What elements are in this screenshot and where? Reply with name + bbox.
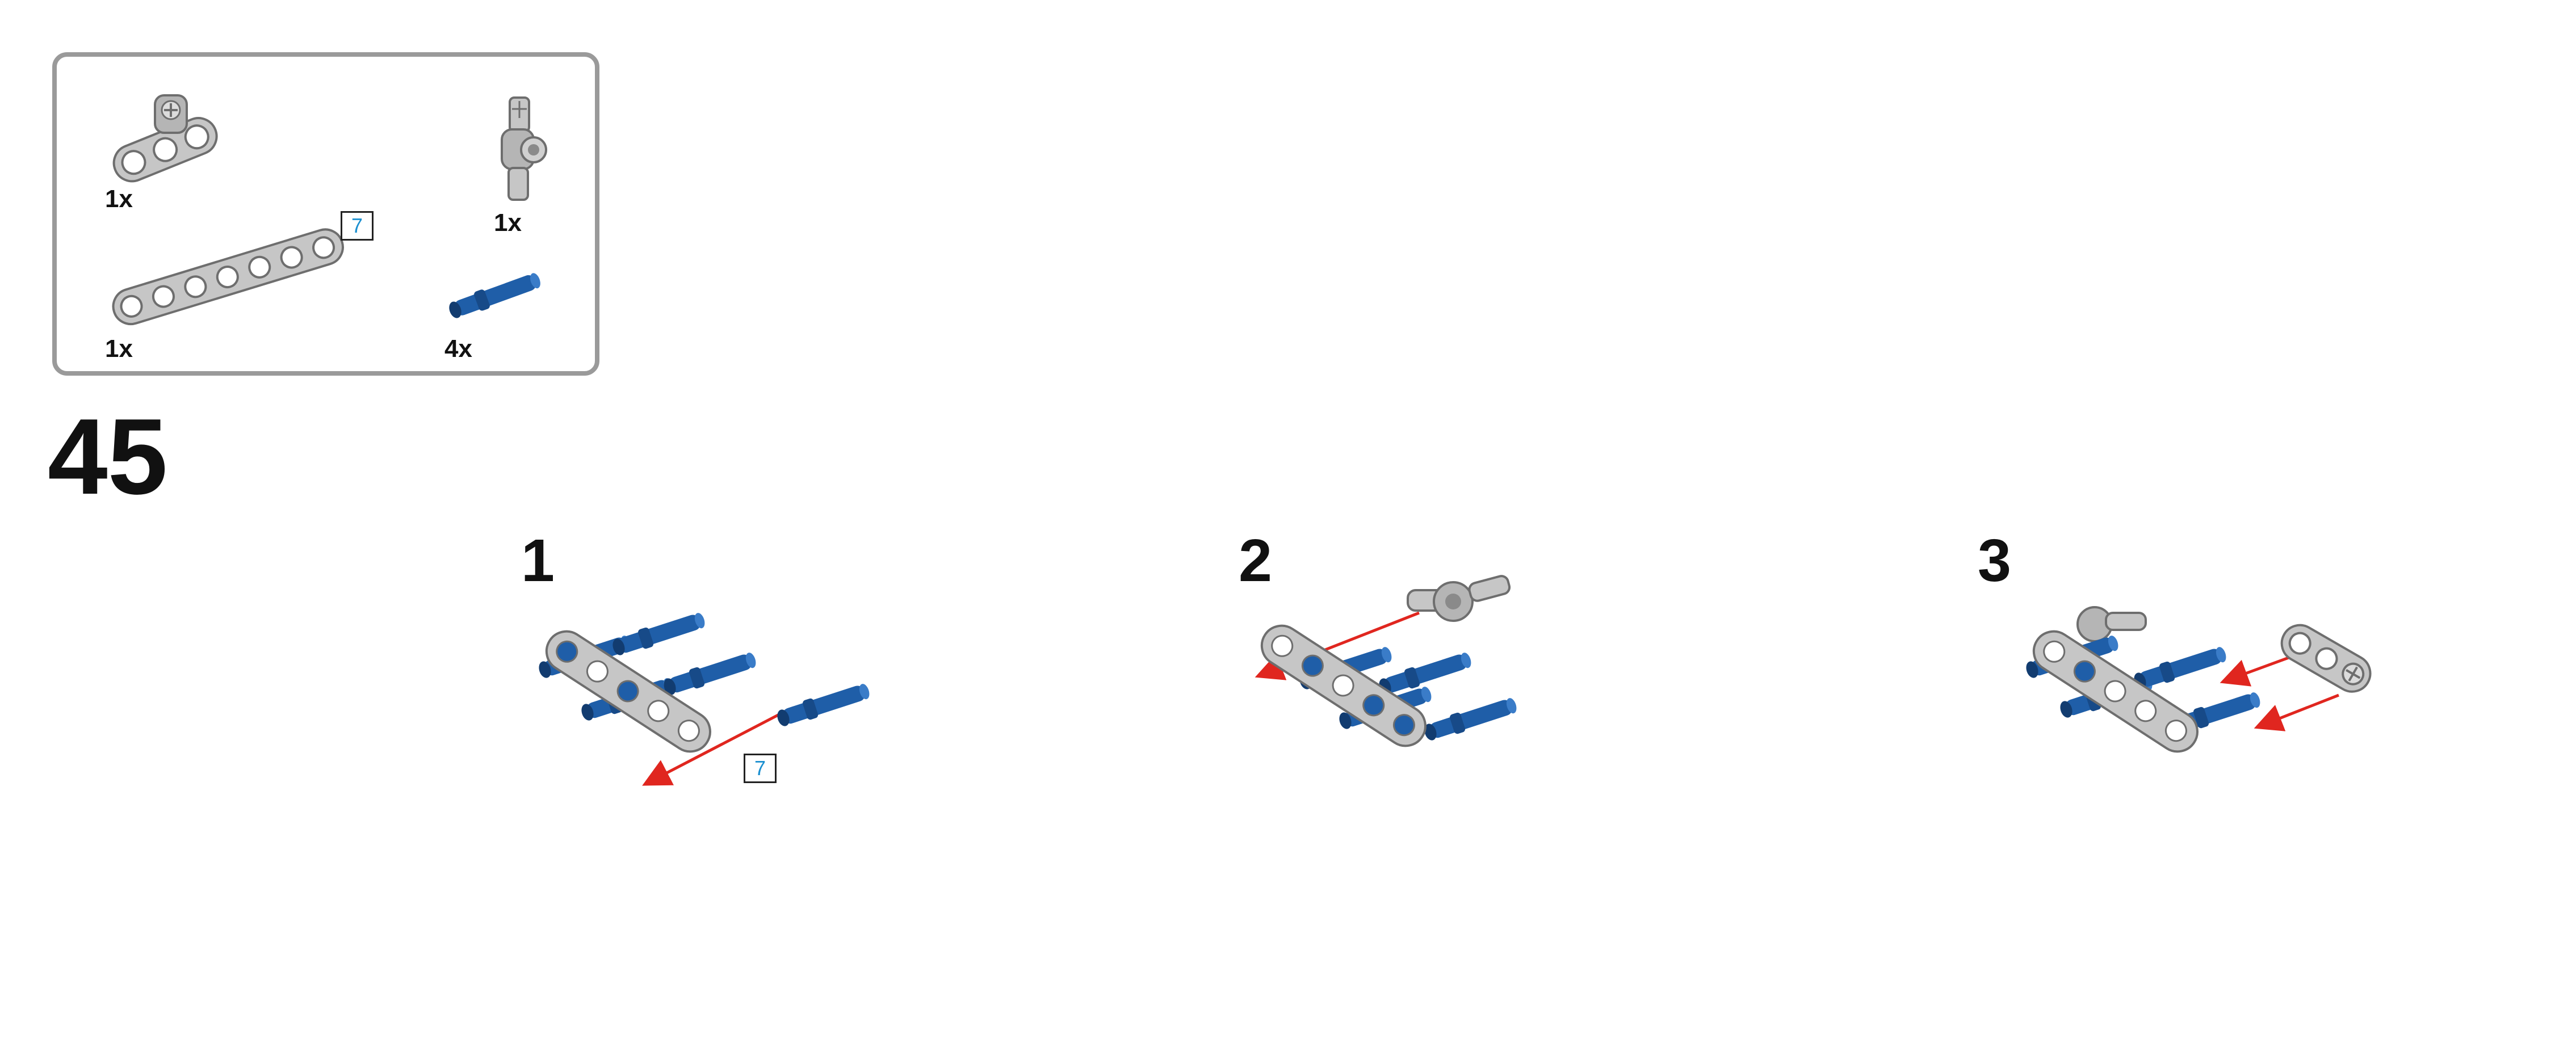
sub-step-number: 2 bbox=[1239, 527, 1272, 594]
blue-pin-icon bbox=[446, 270, 543, 322]
beam-7-icon bbox=[112, 228, 344, 326]
qty-label: 1x bbox=[105, 185, 133, 213]
beam-3-icon bbox=[112, 94, 218, 183]
sub-step-3-assembly bbox=[2023, 606, 2372, 753]
sub-step-1-assembly bbox=[536, 609, 872, 786]
qty-label: 1x bbox=[494, 209, 522, 237]
sub-step-number: 1 bbox=[521, 527, 555, 594]
length-tag: 7 bbox=[744, 754, 777, 783]
sub-step-number: 3 bbox=[1978, 527, 2011, 594]
qty-label: 1x bbox=[105, 335, 133, 363]
axle-pin-connector-icon bbox=[501, 96, 547, 201]
main-step-number: 45 bbox=[48, 397, 168, 517]
sub-step-2-assembly bbox=[1255, 575, 1519, 747]
length-tag: 7 bbox=[341, 211, 374, 241]
qty-label: 4x bbox=[444, 335, 472, 363]
parts-list-box: 1x 1x 7 1x 4x bbox=[52, 52, 599, 376]
